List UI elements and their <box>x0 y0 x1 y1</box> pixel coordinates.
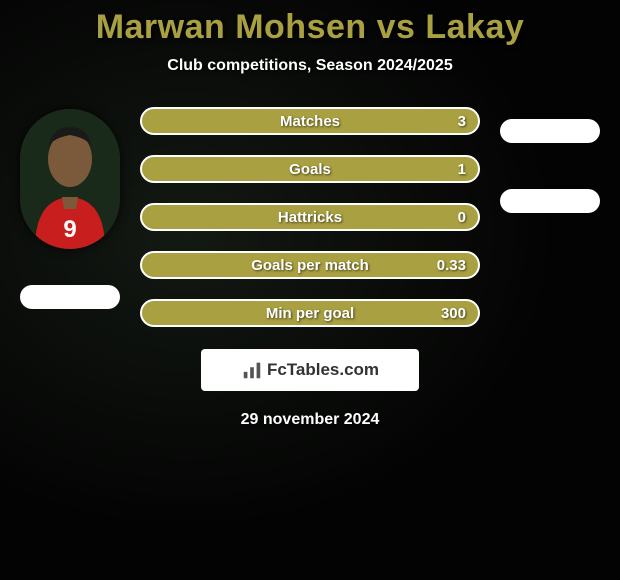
stat-label: Goals <box>289 161 331 178</box>
stat-value-left: 300 <box>441 305 466 322</box>
stats-column: Matches 3 Goals 1 Hattricks 0 Goals per … <box>130 103 490 327</box>
player-left-photo: 9 <box>20 109 120 249</box>
player-left-column: 9 <box>10 103 130 309</box>
comparison-row: 9 Matches 3 Goals 1 Hattricks 0 Goals pe… <box>0 103 620 327</box>
bar-chart-icon <box>241 359 263 381</box>
stat-value-left: 0 <box>458 209 466 226</box>
stat-value-left: 0.33 <box>437 257 466 274</box>
stat-label: Matches <box>280 113 340 130</box>
player-right-column <box>490 103 610 213</box>
jersey-number: 9 <box>63 216 76 243</box>
stat-value-left: 1 <box>458 161 466 178</box>
player-right-name-pill-2 <box>500 189 600 213</box>
badge-text: FcTables.com <box>267 360 379 380</box>
player-right-name-pill-1 <box>500 119 600 143</box>
stat-label: Min per goal <box>266 305 354 322</box>
stat-bar-matches: Matches 3 <box>140 107 480 135</box>
page-title: Marwan Mohsen vs Lakay <box>0 8 620 47</box>
stat-label: Goals per match <box>251 257 369 274</box>
stat-label: Hattricks <box>278 209 342 226</box>
stat-bar-min-per-goal: Min per goal 300 <box>140 299 480 327</box>
stat-bar-goals: Goals 1 <box>140 155 480 183</box>
subtitle: Club competitions, Season 2024/2025 <box>0 57 620 75</box>
stat-bar-hattricks: Hattricks 0 <box>140 203 480 231</box>
date-label: 29 november 2024 <box>0 411 620 429</box>
stat-value-left: 3 <box>458 113 466 130</box>
source-badge[interactable]: FcTables.com <box>201 349 419 391</box>
content-root: Marwan Mohsen vs Lakay Club competitions… <box>0 0 620 429</box>
player-left-name-pill <box>20 285 120 309</box>
stat-bar-goals-per-match: Goals per match 0.33 <box>140 251 480 279</box>
player-avatar-icon: 9 <box>20 109 120 249</box>
